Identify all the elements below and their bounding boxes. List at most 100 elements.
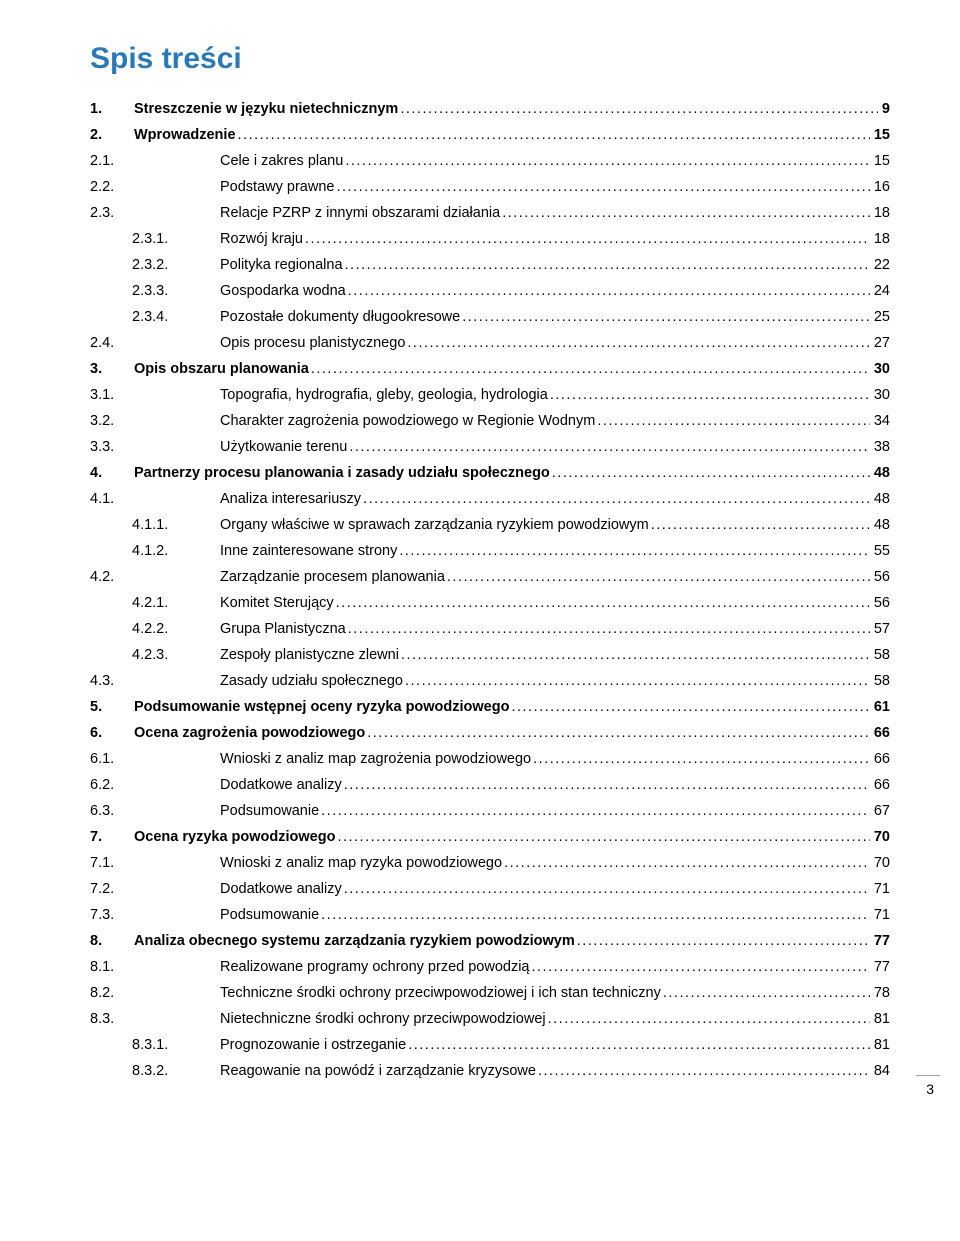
toc-entry-label: Grupa Planistyczna bbox=[220, 622, 348, 637]
toc-leader-dots bbox=[532, 960, 870, 975]
toc-entry-label: Użytkowanie terenu bbox=[220, 440, 349, 455]
toc-entry-number: 8.2. bbox=[90, 986, 220, 1001]
toc-entry-label: Realizowane programy ochrony przed powod… bbox=[220, 960, 532, 975]
toc-leader-dots bbox=[548, 1012, 870, 1027]
toc-entry: 8.3.Nietechniczne środki ochrony przeciw… bbox=[90, 1012, 890, 1027]
toc-entry-page: 15 bbox=[870, 154, 890, 169]
toc-entry-page: 24 bbox=[870, 284, 890, 299]
toc-entry-number: 4.1. bbox=[90, 492, 220, 507]
toc-entry-page: 55 bbox=[870, 544, 890, 559]
toc-entry-page: 56 bbox=[870, 570, 890, 585]
toc-entry-page: 15 bbox=[870, 128, 890, 143]
toc-entry: 7.2.Dodatkowe analizy 71 bbox=[90, 882, 890, 897]
toc-entry-page: 18 bbox=[870, 206, 890, 221]
toc-entry-label: Streszczenie w języku nietechnicznym bbox=[134, 102, 400, 117]
toc-entry: 2.3.Relacje PZRP z innymi obszarami dzia… bbox=[90, 206, 890, 221]
toc-entry-label: Podsumowanie bbox=[220, 908, 321, 923]
toc-entry-number: 2.3.3. bbox=[132, 284, 220, 299]
toc-entry-label: Ocena zagrożenia powodziowego bbox=[134, 726, 367, 741]
toc-entry: 8.Analiza obecnego systemu zarządzania r… bbox=[90, 934, 890, 949]
toc-entry-label: Cele i zakres planu bbox=[220, 154, 345, 169]
toc-entry-page: 58 bbox=[870, 648, 890, 663]
toc-entry-page: 70 bbox=[870, 856, 890, 871]
toc-leader-dots bbox=[511, 700, 869, 715]
toc-entry-number: 5. bbox=[90, 700, 134, 715]
toc-entry-label: Partnerzy procesu planowania i zasady ud… bbox=[134, 466, 552, 481]
toc-entry-page: 66 bbox=[870, 752, 890, 767]
toc-entry-number: 4.2. bbox=[90, 570, 220, 585]
toc-entry-number: 2.3.4. bbox=[132, 310, 220, 325]
toc-entry-page: 84 bbox=[870, 1064, 890, 1079]
toc-entry-label: Topografia, hydrografia, gleby, geologia… bbox=[220, 388, 550, 403]
toc-leader-dots bbox=[321, 804, 870, 819]
toc-leader-dots bbox=[348, 622, 870, 637]
toc-entry-label: Zasady udziału społecznego bbox=[220, 674, 405, 689]
toc-leader-dots bbox=[305, 232, 870, 247]
toc-entry: 6.3.Podsumowanie 67 bbox=[90, 804, 890, 819]
toc-entry-page: 58 bbox=[870, 674, 890, 689]
toc-entry: 6.Ocena zagrożenia powodziowego 66 bbox=[90, 726, 890, 741]
toc-entry: 2.3.4.Pozostałe dokumenty długookresowe … bbox=[90, 310, 890, 325]
toc-entry-label: Analiza obecnego systemu zarządzania ryz… bbox=[134, 934, 577, 949]
page-number-divider bbox=[916, 1075, 940, 1076]
toc-leader-dots bbox=[401, 648, 870, 663]
toc-entry-label: Wprowadzenie bbox=[134, 128, 238, 143]
toc-leader-dots bbox=[407, 336, 869, 351]
toc-leader-dots bbox=[367, 726, 870, 741]
toc-entry-number: 2.3.1. bbox=[132, 232, 220, 247]
toc-entry: 8.3.2.Reagowanie na powódź i zarządzanie… bbox=[90, 1064, 890, 1079]
toc-entry-label: Podsumowanie wstępnej oceny ryzyka powod… bbox=[134, 700, 511, 715]
toc-leader-dots bbox=[311, 362, 870, 377]
toc-entry-page: 9 bbox=[878, 102, 890, 117]
toc-entry-number: 4.1.2. bbox=[132, 544, 220, 559]
toc-entry-page: 61 bbox=[870, 700, 890, 715]
toc-leader-dots bbox=[550, 388, 870, 403]
toc-entry: 8.1.Realizowane programy ochrony przed p… bbox=[90, 960, 890, 975]
toc-entry-number: 3. bbox=[90, 362, 134, 377]
toc-entry-page: 30 bbox=[870, 388, 890, 403]
toc-leader-dots bbox=[447, 570, 870, 585]
toc-entry-page: 67 bbox=[870, 804, 890, 819]
toc-leader-dots bbox=[363, 492, 870, 507]
toc-entry-label: Nietechniczne środki ochrony przeciwpowo… bbox=[220, 1012, 548, 1027]
toc-leader-dots bbox=[238, 128, 870, 143]
toc-leader-dots bbox=[349, 440, 870, 455]
toc-entry: 5.Podsumowanie wstępnej oceny ryzyka pow… bbox=[90, 700, 890, 715]
toc-leader-dots bbox=[405, 674, 870, 689]
toc-leader-dots bbox=[344, 778, 870, 793]
toc-entry-page: 56 bbox=[870, 596, 890, 611]
toc-leader-dots bbox=[336, 180, 869, 195]
toc-leader-dots bbox=[345, 154, 870, 169]
toc-entry-label: Techniczne środki ochrony przeciwpowodzi… bbox=[220, 986, 663, 1001]
toc-entry: 8.3.1.Prognozowanie i ostrzeganie 81 bbox=[90, 1038, 890, 1053]
toc-entry-label: Polityka regionalna bbox=[220, 258, 345, 273]
toc-leader-dots bbox=[502, 206, 870, 221]
toc-leader-dots bbox=[577, 934, 870, 949]
toc-entry-label: Opis obszaru planowania bbox=[134, 362, 311, 377]
page-title: Spis treści bbox=[90, 42, 890, 76]
toc-entry-label: Rozwój kraju bbox=[220, 232, 305, 247]
toc-entry-page: 78 bbox=[870, 986, 890, 1001]
toc-entry-page: 66 bbox=[870, 726, 890, 741]
toc-entry-page: 66 bbox=[870, 778, 890, 793]
toc-entry: 2.3.2.Polityka regionalna 22 bbox=[90, 258, 890, 273]
toc-entry-page: 57 bbox=[870, 622, 890, 637]
toc-leader-dots bbox=[533, 752, 870, 767]
toc-entry-number: 7.2. bbox=[90, 882, 220, 897]
toc-entry-label: Relacje PZRP z innymi obszarami działani… bbox=[220, 206, 502, 221]
toc-leader-dots bbox=[552, 466, 870, 481]
toc-entry-number: 1. bbox=[90, 102, 134, 117]
toc-entry: 6.2.Dodatkowe analizy 66 bbox=[90, 778, 890, 793]
toc-entry-label: Ocena ryzyka powodziowego bbox=[134, 830, 337, 845]
toc-entry: 4.Partnerzy procesu planowania i zasady … bbox=[90, 466, 890, 481]
toc-leader-dots bbox=[597, 414, 870, 429]
toc-entry-label: Podsumowanie bbox=[220, 804, 321, 819]
toc-entry-number: 8. bbox=[90, 934, 134, 949]
toc-entry-label: Prognozowanie i ostrzeganie bbox=[220, 1038, 408, 1053]
toc-entry-number: 8.1. bbox=[90, 960, 220, 975]
toc-entry-number: 7. bbox=[90, 830, 134, 845]
toc-entry-page: 25 bbox=[870, 310, 890, 325]
toc-entry-number: 3.1. bbox=[90, 388, 220, 403]
toc-entry-page: 22 bbox=[870, 258, 890, 273]
table-of-contents: 1.Streszczenie w języku nietechnicznym 9… bbox=[90, 102, 890, 1079]
